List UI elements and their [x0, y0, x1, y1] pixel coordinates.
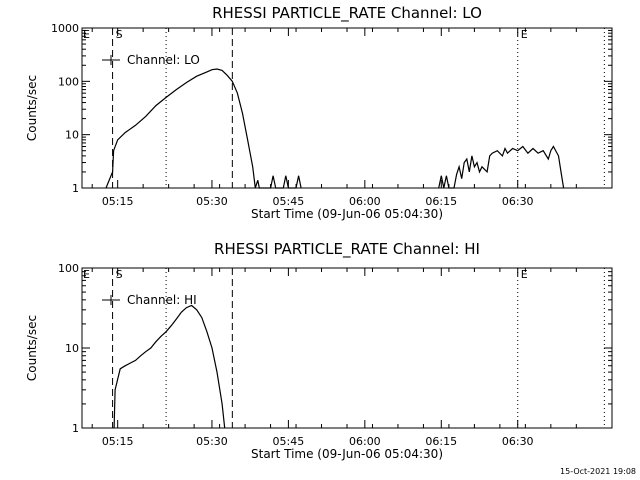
panel-1-series-2 — [438, 145, 565, 189]
panel-1-ytick-label: 1000 — [51, 22, 79, 35]
panel-2-corner-label: E — [83, 268, 90, 281]
panel-1-xtick-label: 05:45 — [273, 195, 305, 208]
panel-2-ylabel: Counts/sec — [25, 315, 39, 381]
panel-2-xtick-label: 06:00 — [349, 435, 381, 448]
panel-2-marker-label: S — [116, 268, 123, 281]
panel-1-xtick-label: 06:30 — [502, 195, 534, 208]
panel-1-xtick-label: 06:00 — [349, 195, 381, 208]
panel-2-xtick-label: 06:30 — [502, 435, 534, 448]
panel-2-xtick-label: 05:45 — [273, 435, 305, 448]
panel-1-series-1 — [105, 68, 302, 189]
panel-2-frame — [81, 267, 613, 429]
panel-1-corner-label: E — [83, 28, 90, 41]
panel-2-xtick-label: 06:15 — [425, 435, 457, 448]
panel-1-xtick-label: 05:30 — [196, 195, 228, 208]
panel-2-ytick-label: 10 — [65, 342, 79, 355]
panel-2-series-1 — [113, 304, 226, 429]
panel-1-ytick-label: 10 — [65, 129, 79, 142]
panel-1-marker-label: S — [116, 28, 123, 41]
panel-2-xlabel: Start Time (09-Jun-06 05:04:30) — [251, 447, 443, 461]
panel-1-ytick-label: 1 — [72, 182, 79, 195]
panel-2-xtick-label: 05:30 — [196, 435, 228, 448]
panel-2-legend-label: Channel: HI — [127, 293, 197, 307]
timestamp: 15-Oct-2021 19:08 — [560, 467, 636, 476]
panel-1-ytick-label: 100 — [58, 75, 79, 88]
panel-2-ytick-label: 100 — [58, 262, 79, 275]
panel-2-xtick-label: 05:15 — [102, 435, 134, 448]
panel-1-xlabel: Start Time (09-Jun-06 05:04:30) — [251, 207, 443, 221]
panel-1-marker-label: E — [521, 28, 528, 41]
panel-1-xtick-label: 06:15 — [425, 195, 457, 208]
panel-1-ylabel: Counts/sec — [25, 75, 39, 141]
panel-2-marker-label: E — [521, 268, 528, 281]
panel-1-xtick-label: 05:15 — [102, 195, 134, 208]
panel-2-ytick-label: 1 — [72, 422, 79, 435]
panel-2-title: RHESSI PARTICLE_RATE Channel: HI — [214, 240, 480, 259]
panel-1-frame — [81, 27, 613, 189]
panel-1-legend-label: Channel: LO — [127, 53, 200, 67]
panel-1-title: RHESSI PARTICLE_RATE Channel: LO — [212, 4, 482, 23]
